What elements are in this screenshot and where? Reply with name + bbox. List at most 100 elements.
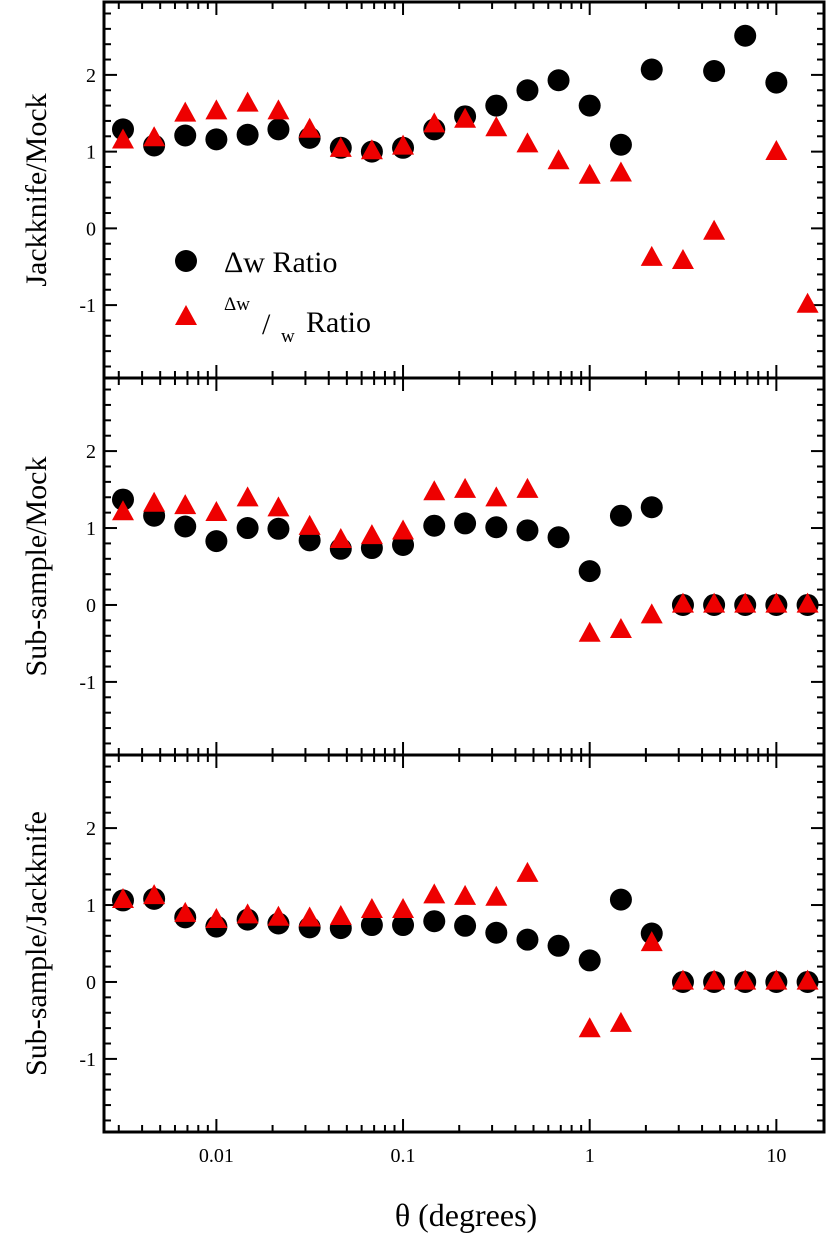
data-point-triangle bbox=[205, 99, 228, 120]
data-point-circle bbox=[205, 530, 228, 553]
y-tick-label: 0 bbox=[86, 595, 96, 617]
data-point-triangle bbox=[329, 136, 352, 157]
panel-frame bbox=[102, 0, 826, 380]
legend-triangle-marker bbox=[175, 305, 197, 325]
data-point-circle bbox=[578, 94, 601, 117]
data-point-circle bbox=[485, 921, 508, 944]
data-point-triangle bbox=[392, 519, 415, 540]
y-tick-label: 0 bbox=[86, 218, 96, 240]
data-point-triangle bbox=[671, 592, 694, 613]
data-point-triangle bbox=[516, 477, 539, 498]
y-tick-label: 0 bbox=[86, 972, 96, 994]
data-point-triangle bbox=[174, 101, 197, 122]
data-point-triangle bbox=[174, 494, 197, 515]
data-point-triangle bbox=[329, 527, 352, 548]
y-tick-label: -1 bbox=[79, 1049, 96, 1071]
data-point-triangle bbox=[329, 904, 352, 925]
data-point-triangle bbox=[298, 514, 321, 535]
data-point-circle bbox=[734, 24, 757, 47]
data-point-circle bbox=[765, 71, 788, 94]
data-point-triangle bbox=[267, 905, 290, 926]
data-point-triangle bbox=[578, 163, 601, 184]
data-point-circle bbox=[454, 914, 477, 937]
data-point-circle bbox=[640, 496, 663, 519]
data-point-circle bbox=[609, 133, 632, 156]
data-point-circle bbox=[609, 504, 632, 527]
data-point-circle bbox=[111, 488, 134, 511]
x-tick-label: 10 bbox=[766, 1145, 786, 1167]
x-tick-label: 1 bbox=[585, 1145, 595, 1167]
data-point-triangle bbox=[143, 884, 166, 905]
data-point-triangle bbox=[609, 617, 632, 638]
data-point-triangle bbox=[454, 107, 477, 128]
y-tick-label: -1 bbox=[79, 672, 96, 694]
y-axis-label: Sub-sample/Mock bbox=[20, 457, 53, 677]
data-point-triangle bbox=[609, 1011, 632, 1032]
data-point-triangle bbox=[423, 883, 446, 904]
data-point-triangle bbox=[578, 1017, 601, 1038]
data-point-triangle bbox=[111, 888, 134, 909]
data-point-circle bbox=[578, 949, 601, 972]
data-point-triangle bbox=[485, 116, 508, 137]
data-point-triangle bbox=[640, 603, 663, 624]
data-point-triangle bbox=[796, 592, 819, 613]
data-point-circle bbox=[516, 519, 539, 542]
panel-2: 2 1 0 -1 Sub-sample/Mock bbox=[20, 376, 826, 757]
data-point-triangle bbox=[765, 140, 788, 160]
panel-1: 2 1 0 -1 Jackknife/Mock bbox=[20, 0, 826, 380]
x-tick-label: 0.01 bbox=[199, 1145, 234, 1167]
data-point-triangle bbox=[703, 592, 726, 613]
data-point-triangle bbox=[236, 486, 259, 507]
legend-triangle-numerator: Δw bbox=[224, 294, 250, 315]
x-tick-label: 0.1 bbox=[391, 1145, 416, 1167]
legend-triangle-denominator: w bbox=[281, 326, 295, 347]
data-point-triangle bbox=[236, 903, 259, 924]
data-point-circle bbox=[360, 914, 383, 937]
data-point-triangle bbox=[143, 491, 166, 512]
data-point-triangle bbox=[267, 99, 290, 120]
x-axis-label: θ (degrees) bbox=[395, 1197, 537, 1233]
y-axis-label: Jackknife/Mock bbox=[20, 93, 53, 286]
data-point-circle bbox=[547, 934, 570, 957]
y-tick-label: 1 bbox=[86, 895, 96, 917]
y-tick-label: 2 bbox=[86, 441, 96, 463]
data-point-triangle bbox=[267, 496, 290, 517]
data-point-triangle bbox=[485, 486, 508, 507]
data-point-circle bbox=[236, 517, 259, 540]
data-point-triangle bbox=[671, 248, 694, 269]
data-point-circle bbox=[392, 914, 415, 937]
panel-frame bbox=[102, 376, 826, 757]
y-axis-label: Sub-sample/Jackknife bbox=[20, 811, 53, 1076]
panel-frame bbox=[102, 753, 826, 1134]
data-point-circle bbox=[174, 124, 197, 147]
data-point-triangle bbox=[454, 477, 477, 498]
data-point-circle bbox=[516, 79, 539, 102]
y-tick-label: 1 bbox=[86, 518, 96, 540]
data-point-triangle bbox=[640, 245, 663, 266]
data-point-triangle bbox=[111, 128, 134, 149]
data-point-circle bbox=[640, 58, 663, 81]
data-point-circle bbox=[547, 69, 570, 92]
data-point-triangle bbox=[734, 592, 757, 613]
data-point-circle bbox=[485, 94, 508, 117]
data-point-circle bbox=[423, 514, 446, 537]
data-point-triangle bbox=[547, 149, 570, 170]
data-point-triangle bbox=[796, 969, 819, 990]
legend-circle-label: Δw Ratio bbox=[224, 246, 337, 279]
data-point-triangle bbox=[298, 906, 321, 927]
data-point-triangle bbox=[423, 112, 446, 133]
data-point-triangle bbox=[516, 861, 539, 882]
data-point-triangle bbox=[703, 219, 726, 240]
data-point-triangle bbox=[734, 969, 757, 990]
data-point-circle bbox=[516, 928, 539, 951]
data-point-circle bbox=[174, 515, 197, 538]
panel-3: 2 1 0 -1 Sub-sample/Jackknife bbox=[20, 753, 826, 1134]
y-tick-label: 2 bbox=[86, 818, 96, 840]
data-point-triangle bbox=[640, 931, 663, 952]
data-point-triangle bbox=[703, 969, 726, 990]
data-point-triangle bbox=[360, 524, 383, 545]
data-point-circle bbox=[547, 526, 570, 549]
legend-triangle-suffix: Ratio bbox=[306, 306, 371, 339]
data-point-circle bbox=[267, 118, 290, 141]
data-point-triangle bbox=[174, 901, 197, 922]
